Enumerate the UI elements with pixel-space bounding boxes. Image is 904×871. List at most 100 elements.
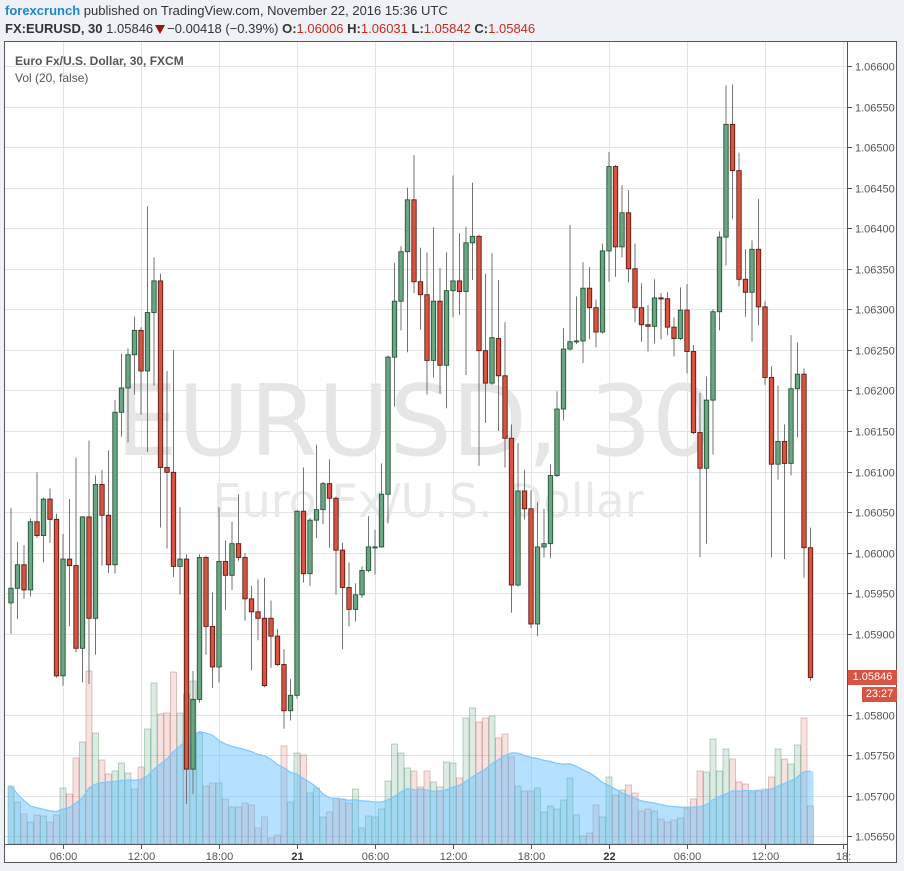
candle-body (547, 475, 554, 545)
price-axis[interactable]: 1.06600 1.06550 1.06500 1.06450 1.06400 1.063… (847, 62, 895, 844)
watermark: EURUSD, 30 Euro Fx/U.S. Dollar (116, 365, 714, 528)
open-label: O: (282, 21, 297, 36)
candle (255, 579, 261, 641)
candle-body (157, 280, 164, 468)
candle-body (469, 235, 476, 244)
time-axis[interactable]: 06:00 12:00 18:00 21 06:00 12:00 18:00 22 06:00 1… (50, 844, 851, 863)
candle-body (651, 297, 658, 327)
series-title: Euro Fx/U.S. Dollar, 30, FXCM (15, 54, 184, 68)
candle (385, 355, 391, 524)
candle (723, 85, 729, 266)
candle-body (567, 341, 573, 350)
candle-body (385, 356, 391, 495)
candle-body (307, 519, 313, 575)
candle (294, 510, 300, 699)
candle (203, 555, 209, 655)
candle-body (40, 498, 47, 537)
candle-body (495, 338, 502, 377)
candle (248, 585, 255, 671)
candle-body (515, 490, 521, 586)
candle (645, 305, 651, 352)
candle-body (788, 388, 794, 464)
candle (762, 301, 768, 385)
candle-body (625, 212, 632, 270)
candle (508, 424, 515, 613)
candle-body (346, 587, 352, 610)
candle-body (326, 483, 333, 499)
candle (34, 472, 40, 539)
price-change: −0.00418 (−0.39%) (167, 21, 279, 36)
candle-body (573, 340, 580, 343)
candle (177, 507, 183, 595)
candle (593, 299, 599, 348)
price-tick-label: 1.06150 (855, 427, 895, 439)
candle (359, 566, 365, 599)
candle (99, 469, 105, 566)
price-tick-label: 1.06500 (855, 143, 895, 155)
time-tick-label: 18:00 (518, 851, 546, 863)
candle (118, 353, 125, 437)
candle (261, 577, 268, 688)
price-tick-label: 1.06600 (855, 62, 895, 74)
time-tick-label: 18: (836, 851, 851, 863)
candle-body (105, 514, 112, 566)
candle-body (352, 594, 359, 610)
candle (391, 263, 398, 407)
candle (677, 287, 684, 341)
candle-body (138, 329, 144, 372)
volume-ma (8, 731, 814, 844)
publish-info: forexcrunch published on TradingView.com… (5, 3, 448, 18)
candle-body (248, 598, 255, 613)
candle (170, 349, 177, 577)
candle (560, 327, 567, 421)
candle-body (671, 326, 677, 339)
candle (307, 517, 313, 586)
price-tick-label: 1.06200 (855, 386, 895, 398)
candle-body (398, 251, 404, 302)
author-link[interactable]: forexcrunch (5, 3, 81, 18)
candle (138, 327, 144, 415)
candle-body (508, 437, 515, 586)
candle-body (638, 307, 645, 326)
candle (703, 376, 710, 544)
candle (541, 508, 547, 558)
candle (697, 392, 703, 558)
price-tick-label: 1.06450 (855, 184, 895, 196)
candle (430, 227, 437, 378)
candle (606, 151, 612, 282)
candle (320, 482, 326, 525)
candle-body (528, 508, 534, 625)
candle-body (196, 557, 203, 700)
candle-body (723, 123, 729, 238)
candle-body (755, 248, 762, 308)
candle-body (268, 617, 274, 637)
candle-body (14, 564, 21, 589)
candle-body (53, 518, 60, 677)
candle-body (27, 521, 34, 591)
candle-body (92, 484, 99, 619)
candle (183, 554, 190, 805)
candle (580, 262, 586, 363)
candle (768, 366, 775, 558)
time-tick-label: 18:00 (206, 851, 234, 863)
candle-body (99, 484, 105, 516)
candle (229, 521, 235, 590)
candle-body (378, 493, 385, 548)
candle (742, 249, 749, 317)
candle-body (775, 441, 781, 465)
time-tick-label: 12:00 (752, 851, 780, 863)
price-tick-label: 1.05900 (855, 630, 895, 642)
candle-body (333, 497, 339, 551)
candle (625, 190, 632, 283)
triangle-down-icon (155, 25, 166, 34)
volume-study-label[interactable]: Vol (20, false) (15, 71, 89, 85)
candle-body (177, 558, 183, 567)
candle (196, 554, 203, 703)
candle (190, 671, 196, 795)
candle-body (170, 471, 177, 567)
candle (268, 600, 274, 668)
candle-body (216, 561, 222, 668)
candle (86, 440, 92, 684)
candle-body (417, 281, 424, 296)
